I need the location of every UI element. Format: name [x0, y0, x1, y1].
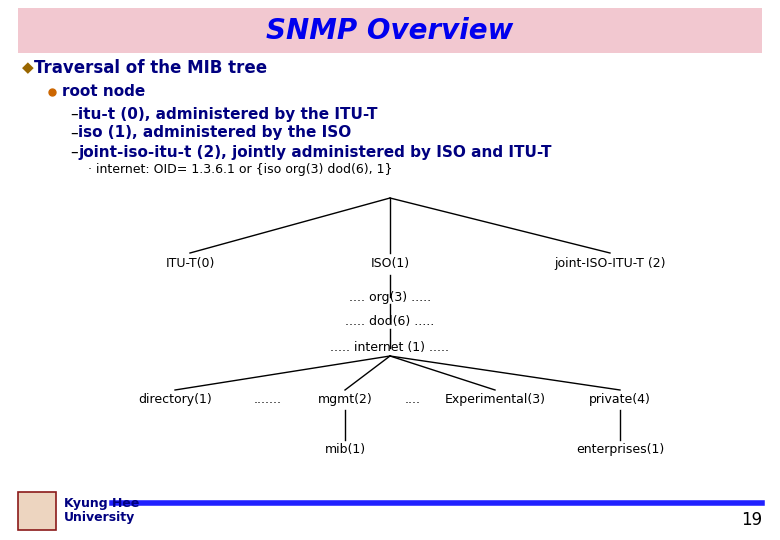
Text: Kyung Hee: Kyung Hee [64, 496, 140, 510]
Text: –: – [70, 106, 78, 122]
Text: .......: ....... [254, 393, 282, 406]
Text: itu-t (0), administered by the ITU-T: itu-t (0), administered by the ITU-T [78, 106, 378, 122]
FancyBboxPatch shape [18, 8, 762, 53]
Text: ..... internet (1) .....: ..... internet (1) ..... [331, 341, 449, 354]
Text: ITU-T(0): ITU-T(0) [165, 257, 214, 270]
Text: ..... dod(6) .....: ..... dod(6) ..... [346, 315, 434, 328]
Text: 19: 19 [741, 511, 762, 529]
Text: University: University [64, 511, 135, 524]
Text: SNMP Overview: SNMP Overview [267, 17, 513, 45]
Text: root node: root node [62, 84, 145, 99]
Text: ·: · [88, 164, 92, 177]
Text: Traversal of the MIB tree: Traversal of the MIB tree [34, 59, 267, 77]
Text: mgmt(2): mgmt(2) [317, 393, 372, 406]
FancyBboxPatch shape [18, 492, 56, 530]
Text: directory(1): directory(1) [138, 393, 212, 406]
Text: iso (1), administered by the ISO: iso (1), administered by the ISO [78, 125, 351, 140]
Text: joint-iso-itu-t (2), jointly administered by ISO and ITU-T: joint-iso-itu-t (2), jointly administere… [78, 145, 551, 159]
Text: .... org(3) .....: .... org(3) ..... [349, 291, 431, 303]
Text: –: – [70, 125, 78, 140]
Text: ISO(1): ISO(1) [370, 257, 410, 270]
Text: private(4): private(4) [589, 393, 651, 406]
Text: enterprises(1): enterprises(1) [576, 443, 664, 456]
Text: internet: OID= 1.3.6.1 or {iso org(3) dod(6), 1}: internet: OID= 1.3.6.1 or {iso org(3) do… [96, 164, 392, 177]
Text: ◆: ◆ [22, 60, 34, 76]
Text: mib(1): mib(1) [324, 443, 366, 456]
Text: ....: .... [405, 393, 421, 406]
Text: joint-ISO-ITU-T (2): joint-ISO-ITU-T (2) [555, 257, 666, 270]
Text: Experimental(3): Experimental(3) [445, 393, 545, 406]
Text: –: – [70, 145, 78, 159]
